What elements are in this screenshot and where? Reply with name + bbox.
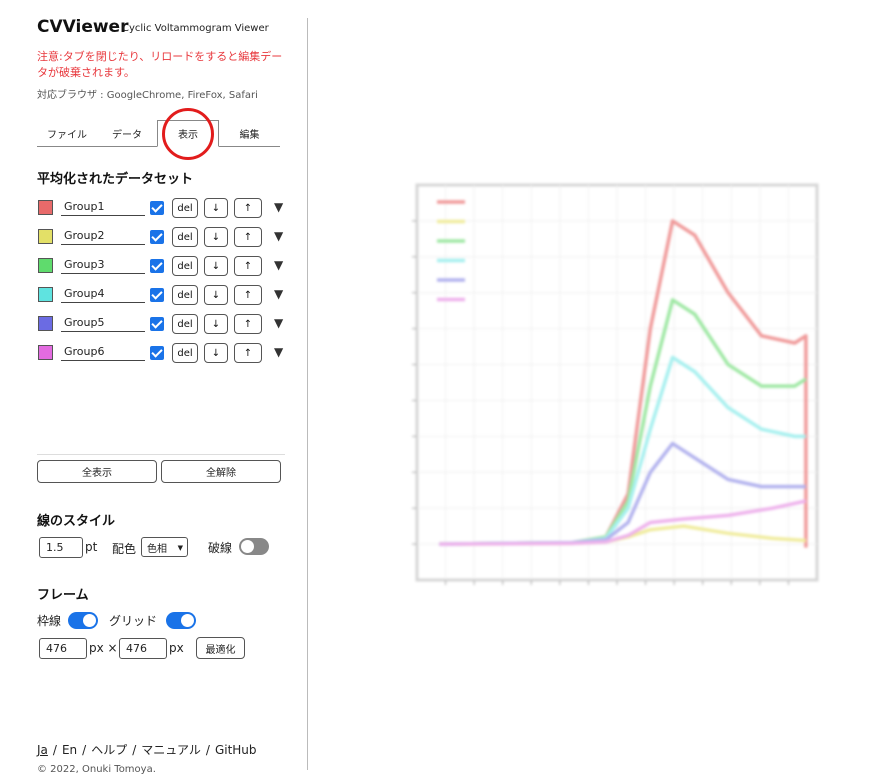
frame-height-unit: px bbox=[169, 641, 184, 655]
move-down-button[interactable]: ↓ bbox=[204, 343, 228, 363]
separator: / bbox=[205, 743, 210, 757]
sidebar: CVViewer Cyclic Voltammogram Viewer 注意:タ… bbox=[0, 0, 300, 783]
dataset-name-input[interactable] bbox=[61, 314, 145, 332]
github-link[interactable]: GitHub bbox=[214, 743, 257, 757]
dataset-row: del ↓ ↑ ▼ bbox=[38, 255, 288, 277]
dataset-name-input[interactable] bbox=[61, 256, 145, 274]
dataset-visible-checkbox[interactable] bbox=[150, 288, 164, 302]
copyright: © 2022, Onuki Tomoya. bbox=[37, 764, 156, 775]
dataset-name-input[interactable] bbox=[61, 198, 145, 216]
line-width-input[interactable]: 1.5 bbox=[39, 537, 83, 558]
line-width-unit: pt bbox=[85, 540, 98, 554]
color-swatch[interactable] bbox=[38, 229, 53, 244]
dataset-visible-checkbox[interactable] bbox=[150, 346, 164, 360]
dataset-row: del ↓ ↑ ▼ bbox=[38, 284, 288, 306]
grid-toggle[interactable] bbox=[166, 612, 196, 629]
color-scheme-label: 配色 bbox=[112, 542, 137, 556]
expand-triangle-icon[interactable]: ▼ bbox=[274, 287, 284, 301]
expand-triangle-icon[interactable]: ▼ bbox=[274, 345, 284, 359]
separator: / bbox=[82, 743, 87, 757]
app-subtitle: Cyclic Voltammogram Viewer bbox=[122, 23, 269, 34]
grid-label: グリッド bbox=[109, 614, 158, 628]
tab-display[interactable]: 表示 bbox=[157, 120, 219, 147]
move-up-button[interactable]: ↑ bbox=[234, 343, 262, 363]
frame-width-input[interactable]: 476 bbox=[39, 638, 87, 659]
color-swatch[interactable] bbox=[38, 345, 53, 360]
dataset-name-input[interactable] bbox=[61, 285, 145, 303]
dataset-visible-checkbox[interactable] bbox=[150, 317, 164, 331]
delete-button[interactable]: del bbox=[172, 256, 198, 276]
tab-data[interactable]: データ bbox=[112, 130, 142, 141]
panel-divider bbox=[307, 18, 308, 770]
delete-button[interactable]: del bbox=[172, 285, 198, 305]
tab-bar: ファイル データ 表示 編集 bbox=[37, 120, 280, 147]
line-style-title: 線のスタイル bbox=[37, 514, 116, 529]
color-scheme-select[interactable]: 色相 ▼ bbox=[141, 537, 188, 557]
delete-button[interactable]: del bbox=[172, 198, 198, 218]
lang-ja-link[interactable]: Ja bbox=[37, 743, 48, 757]
tab-file[interactable]: ファイル bbox=[47, 130, 87, 141]
color-swatch[interactable] bbox=[38, 287, 53, 302]
app-title: CVViewer bbox=[37, 17, 129, 37]
color-swatch[interactable] bbox=[38, 258, 53, 273]
manual-link[interactable]: マニュアル bbox=[141, 743, 201, 757]
dashed-label: 破線 bbox=[208, 541, 233, 555]
clear-all-button[interactable]: 全解除 bbox=[161, 460, 281, 483]
optimize-button[interactable]: 最適化 bbox=[196, 637, 245, 659]
move-down-button[interactable]: ↓ bbox=[204, 285, 228, 305]
separator: / bbox=[132, 743, 137, 757]
cv-chart bbox=[412, 183, 819, 585]
border-label: 枠線 bbox=[37, 614, 62, 628]
dataset-row: del ↓ ↑ ▼ bbox=[38, 313, 288, 335]
dataset-visible-checkbox[interactable] bbox=[150, 259, 164, 273]
delete-button[interactable]: del bbox=[172, 314, 198, 334]
supported-browsers: 対応ブラウザ : GoogleChrome, FireFox, Safari bbox=[37, 90, 258, 101]
frame-height-input[interactable]: 476 bbox=[119, 638, 167, 659]
footer-links: Ja / En / ヘルプ / マニュアル / GitHub bbox=[37, 741, 257, 758]
color-swatch[interactable] bbox=[38, 200, 53, 215]
help-link[interactable]: ヘルプ bbox=[91, 743, 128, 757]
move-up-button[interactable]: ↑ bbox=[234, 256, 262, 276]
border-toggle[interactable] bbox=[68, 612, 98, 629]
move-down-button[interactable]: ↓ bbox=[204, 314, 228, 334]
color-swatch[interactable] bbox=[38, 316, 53, 331]
dataset-visible-checkbox[interactable] bbox=[150, 201, 164, 215]
move-down-button[interactable]: ↓ bbox=[204, 227, 228, 247]
dataset-visible-checkbox[interactable] bbox=[150, 230, 164, 244]
toggle-knob bbox=[83, 614, 96, 627]
dataset-row: del ↓ ↑ ▼ bbox=[38, 226, 288, 248]
delete-button[interactable]: del bbox=[172, 343, 198, 363]
color-scheme-value: 色相 bbox=[147, 543, 167, 555]
move-up-button[interactable]: ↑ bbox=[234, 198, 262, 218]
frame-title: フレーム bbox=[37, 588, 89, 603]
dataset-row: del ↓ ↑ ▼ bbox=[38, 342, 288, 364]
delete-button[interactable]: del bbox=[172, 227, 198, 247]
lang-en-link[interactable]: En bbox=[61, 743, 78, 757]
tab-edit[interactable]: 編集 bbox=[239, 130, 260, 141]
move-down-button[interactable]: ↓ bbox=[204, 198, 228, 218]
move-up-button[interactable]: ↑ bbox=[234, 227, 262, 247]
frame-width-unit: px × bbox=[89, 641, 118, 655]
divider bbox=[37, 454, 285, 455]
dataset-name-input[interactable] bbox=[61, 227, 145, 245]
chevron-down-icon: ▼ bbox=[177, 544, 183, 552]
series-line-6 bbox=[439, 499, 807, 546]
expand-triangle-icon[interactable]: ▼ bbox=[274, 229, 284, 243]
separator: / bbox=[52, 743, 57, 757]
toggle-knob bbox=[181, 614, 194, 627]
move-up-button[interactable]: ↑ bbox=[234, 285, 262, 305]
move-down-button[interactable]: ↓ bbox=[204, 256, 228, 276]
expand-triangle-icon[interactable]: ▼ bbox=[274, 258, 284, 272]
dataset-name-input[interactable] bbox=[61, 343, 145, 361]
move-up-button[interactable]: ↑ bbox=[234, 314, 262, 334]
expand-triangle-icon[interactable]: ▼ bbox=[274, 200, 284, 214]
dashed-toggle[interactable] bbox=[239, 538, 269, 555]
datasets-title: 平均化されたデータセット bbox=[37, 172, 194, 187]
show-all-button[interactable]: 全表示 bbox=[37, 460, 157, 483]
expand-triangle-icon[interactable]: ▼ bbox=[274, 316, 284, 330]
dataset-row: del ↓ ↑ ▼ bbox=[38, 197, 288, 219]
warning-text: 注意:タブを閉じたり、リロードをすると編集データが破棄されます。 bbox=[37, 50, 283, 79]
toggle-knob bbox=[241, 540, 254, 553]
